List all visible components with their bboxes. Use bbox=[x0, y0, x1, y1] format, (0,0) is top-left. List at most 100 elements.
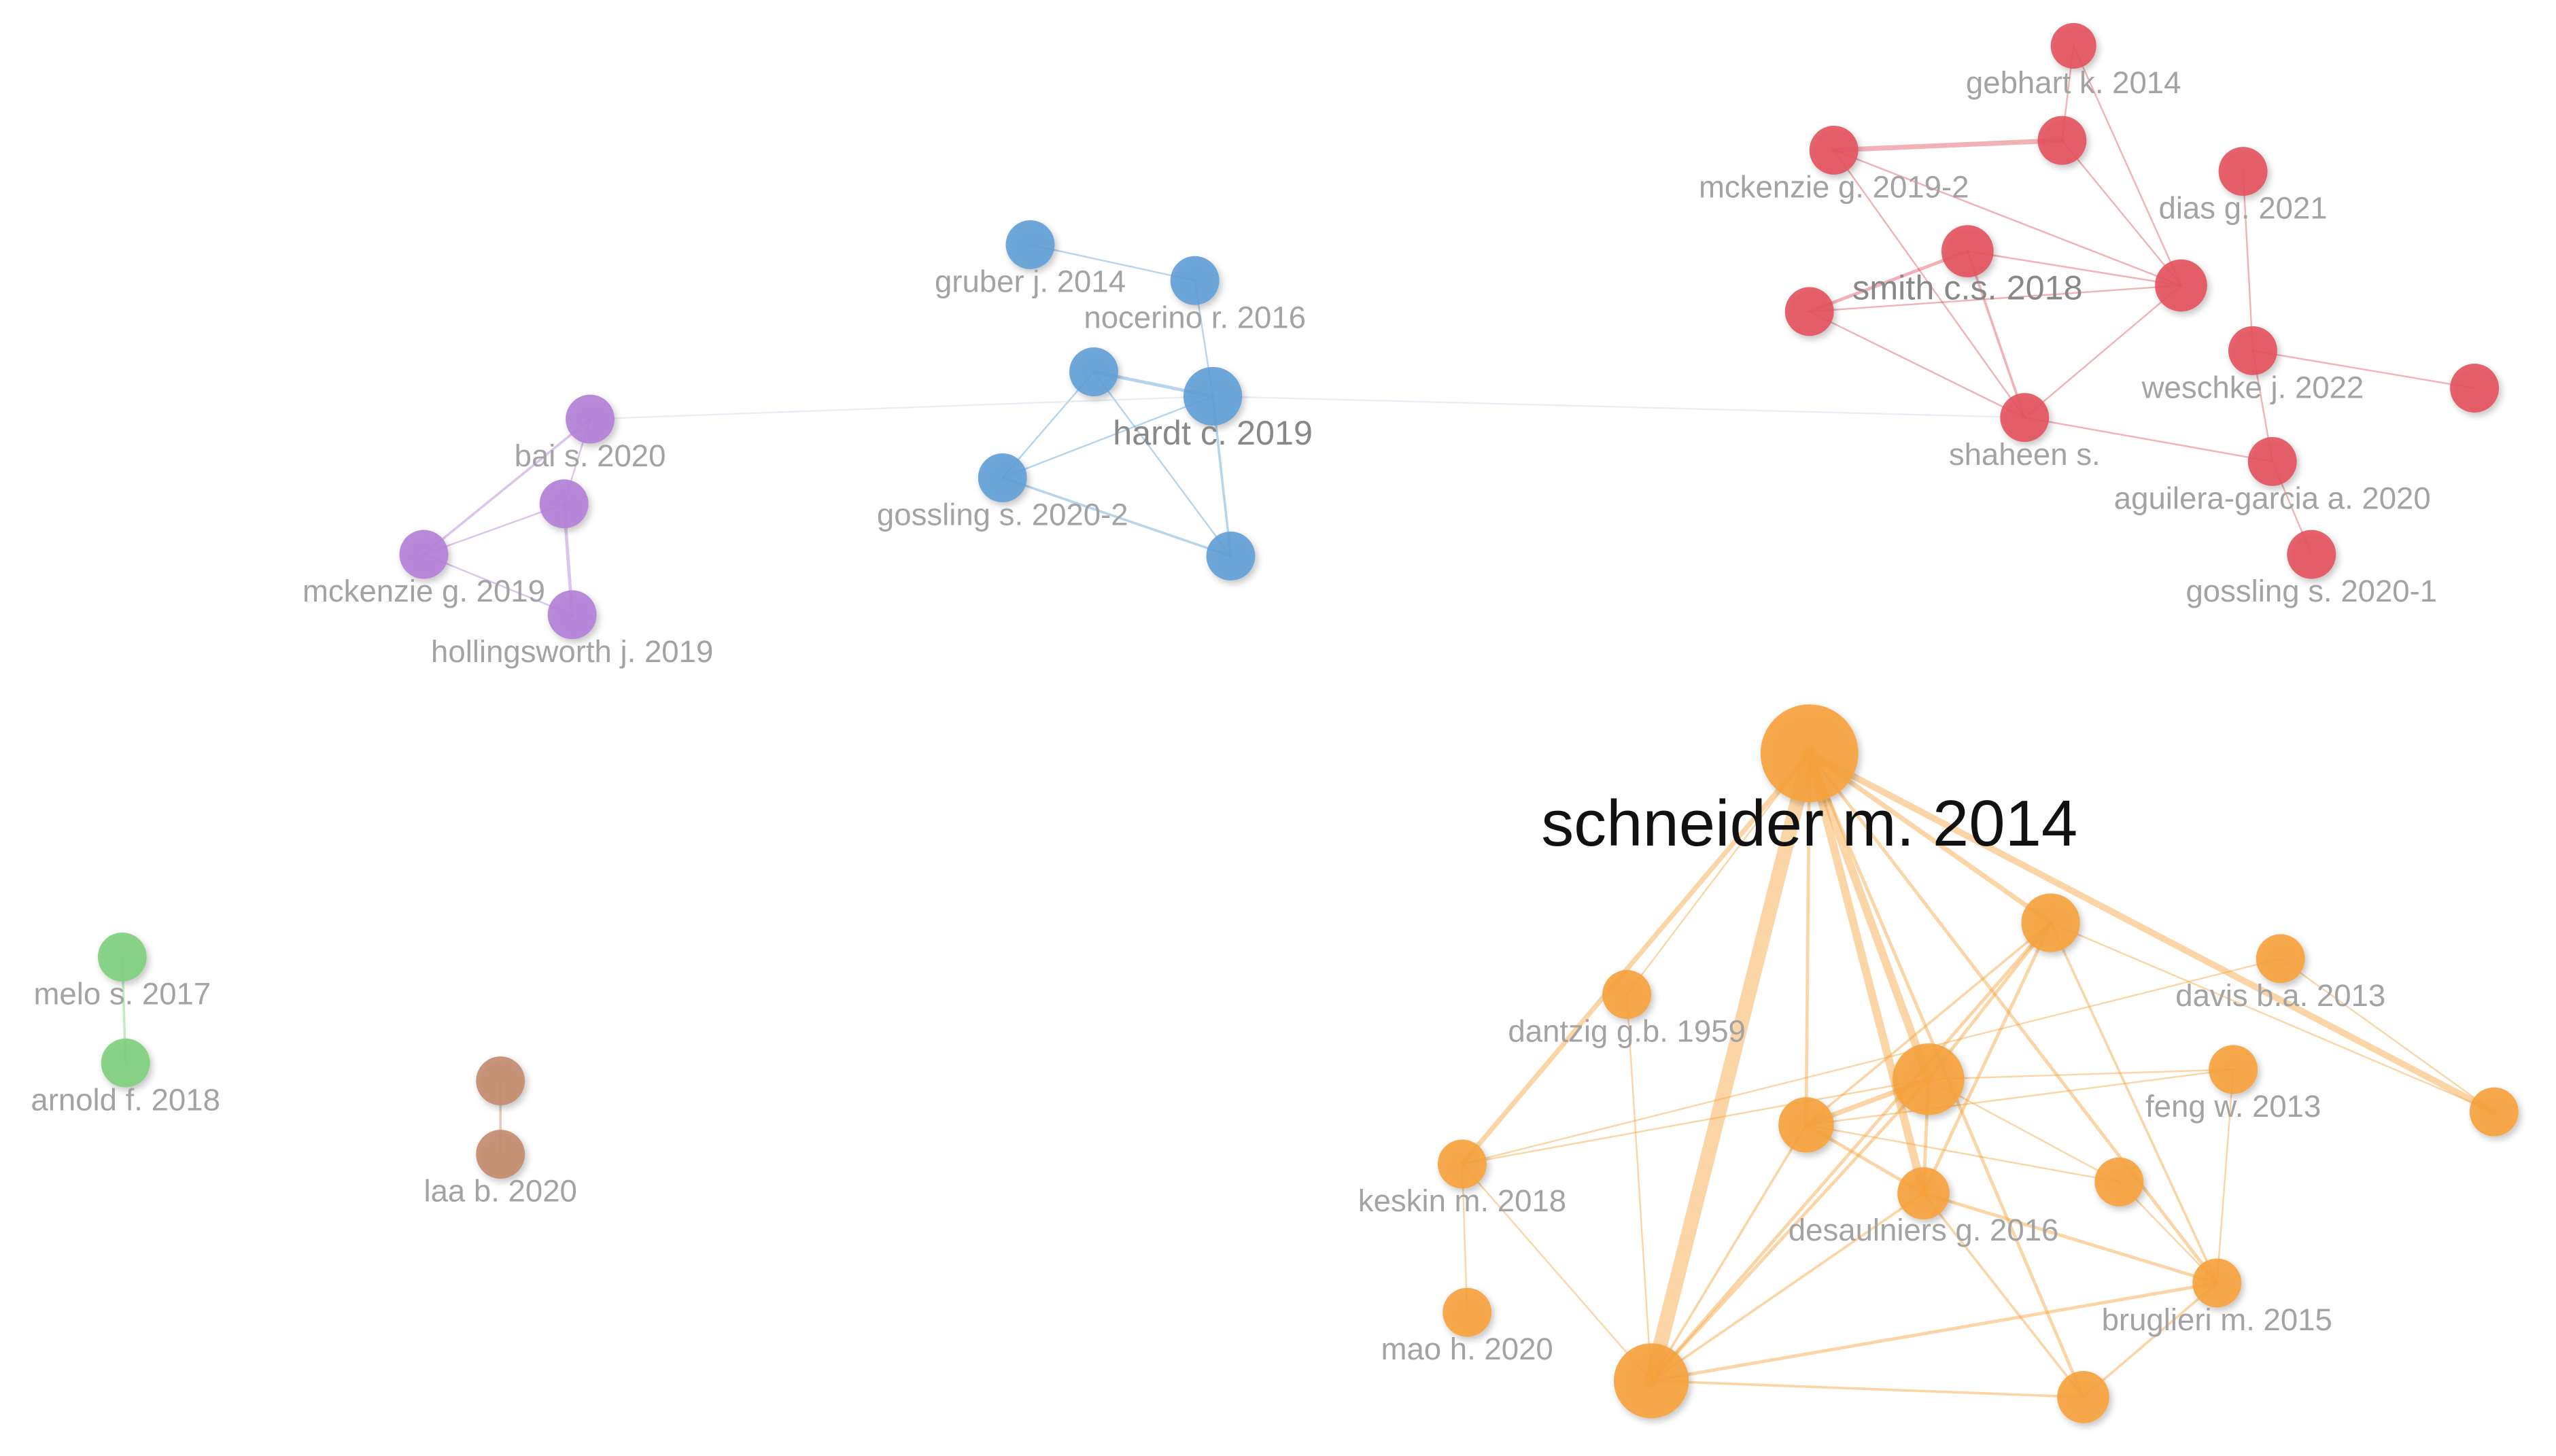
node bbox=[1809, 125, 1859, 175]
node bbox=[566, 394, 615, 444]
node bbox=[1613, 1343, 1689, 1419]
edge bbox=[1649, 1281, 2219, 1383]
nodes bbox=[97, 22, 2519, 1423]
edge bbox=[1808, 751, 2219, 1285]
edge bbox=[423, 553, 573, 616]
edges bbox=[121, 45, 2498, 1399]
edge bbox=[2050, 922, 2495, 1113]
edge bbox=[1092, 370, 1232, 557]
node bbox=[1069, 347, 1118, 397]
edge bbox=[1804, 751, 1812, 1127]
node bbox=[1897, 1167, 1950, 1219]
node bbox=[1443, 1287, 1492, 1337]
edge bbox=[1805, 749, 1928, 1198]
node-label: arnold f. 2018 bbox=[31, 1082, 220, 1117]
node-label: dantzig g.b. 1959 bbox=[1508, 1014, 1745, 1049]
node bbox=[2247, 436, 2297, 486]
node bbox=[2155, 259, 2207, 312]
node bbox=[399, 530, 449, 579]
labels: gebhart k. 2014 mckenzie g. 2019-2 dias g.… bbox=[31, 65, 2437, 1366]
node-label: mckenzie g. 2019-2 bbox=[1699, 170, 1969, 205]
edge bbox=[2216, 1069, 2234, 1284]
node bbox=[1941, 225, 1994, 277]
edge bbox=[422, 417, 591, 556]
edge bbox=[1831, 137, 2065, 153]
edge bbox=[2251, 349, 2476, 389]
node bbox=[2057, 1370, 2109, 1423]
edge bbox=[1211, 395, 2026, 419]
node-label: mckenzie g. 2019 bbox=[303, 574, 545, 608]
node bbox=[476, 1056, 525, 1106]
node bbox=[1183, 366, 1243, 426]
node-label: gruber j. 2014 bbox=[935, 264, 1126, 299]
node bbox=[2469, 1087, 2519, 1137]
edge bbox=[1001, 395, 1214, 479]
edge bbox=[1805, 1069, 2234, 1126]
node-label: schneider m. 2014 bbox=[1541, 787, 2077, 860]
edge bbox=[1808, 311, 2026, 419]
node-label: nocerino r. 2016 bbox=[1084, 300, 1306, 334]
edge bbox=[1650, 1379, 2085, 1399]
edge bbox=[1650, 1192, 1925, 1383]
node bbox=[1438, 1139, 1487, 1189]
edge bbox=[1805, 1124, 2120, 1183]
edge bbox=[1461, 958, 2281, 1165]
edge bbox=[2049, 921, 2219, 1285]
node bbox=[2256, 934, 2305, 984]
node-label: keskin m. 2018 bbox=[1358, 1183, 1566, 1218]
edge bbox=[1927, 1078, 2120, 1183]
node bbox=[1602, 970, 1652, 1020]
edge bbox=[1807, 750, 2054, 926]
node-label: davis b.a. 2013 bbox=[2175, 978, 2385, 1013]
node bbox=[2000, 393, 2050, 443]
edge bbox=[1808, 249, 1969, 313]
edge bbox=[1649, 1077, 1931, 1383]
edge bbox=[589, 395, 1214, 420]
node-label: dias g. 2021 bbox=[2158, 191, 2327, 226]
edge bbox=[1650, 1124, 1808, 1383]
edge bbox=[2024, 416, 2273, 463]
node-label: hollingsworth j. 2019 bbox=[431, 634, 713, 669]
edge bbox=[1922, 1192, 2085, 1399]
node bbox=[101, 1038, 150, 1088]
edge bbox=[1806, 750, 2498, 1115]
node-label: desaulniers g. 2016 bbox=[1789, 1213, 2059, 1247]
node bbox=[1893, 1043, 1965, 1115]
node bbox=[2192, 1258, 2242, 1308]
node bbox=[2037, 116, 2087, 165]
node bbox=[2228, 326, 2277, 375]
edge bbox=[1625, 993, 1653, 1382]
edge bbox=[2279, 958, 2495, 1113]
node-label: gebhart k. 2014 bbox=[1966, 65, 2181, 100]
edge bbox=[1922, 1192, 2219, 1285]
edge bbox=[1805, 749, 1933, 1084]
node bbox=[2450, 364, 2500, 413]
edge bbox=[1649, 921, 2053, 1383]
edge bbox=[1833, 149, 2026, 419]
node bbox=[2209, 1045, 2258, 1094]
edge bbox=[1461, 1163, 1468, 1313]
node bbox=[539, 479, 589, 529]
node-label: bai s. 2020 bbox=[515, 438, 666, 473]
node-label: weschke j. 2022 bbox=[2141, 370, 2364, 404]
node-label: aguilera-garcia a. 2020 bbox=[2114, 481, 2431, 516]
node-label: melo s. 2017 bbox=[33, 976, 211, 1011]
node bbox=[978, 453, 1027, 502]
node-label: bruglieri m. 2015 bbox=[2102, 1302, 2332, 1337]
node bbox=[1760, 704, 1859, 803]
edge bbox=[2073, 45, 2182, 287]
node bbox=[1206, 532, 1256, 580]
node-label: shaheen s. bbox=[1949, 437, 2101, 472]
node-label: gossling s. 2020-1 bbox=[2186, 574, 2437, 608]
node bbox=[2218, 147, 2268, 196]
node-label: gossling s. 2020-2 bbox=[877, 497, 1128, 532]
edge bbox=[2024, 284, 2182, 419]
edge bbox=[1967, 250, 2182, 287]
node bbox=[2094, 1157, 2144, 1207]
node bbox=[1778, 1097, 1834, 1153]
node-label: feng w. 2013 bbox=[2145, 1089, 2321, 1124]
edge bbox=[1805, 921, 2052, 1126]
node bbox=[476, 1130, 525, 1179]
